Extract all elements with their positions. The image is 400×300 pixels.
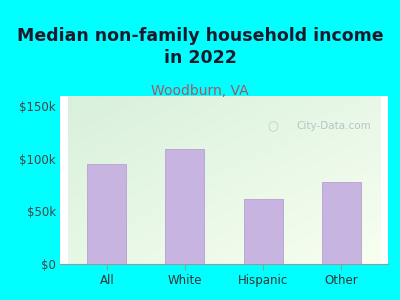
- Text: City-Data.com: City-Data.com: [296, 121, 371, 131]
- Bar: [244, 199, 282, 264]
- Bar: [166, 148, 204, 264]
- Bar: [87, 164, 126, 264]
- Bar: [322, 182, 361, 264]
- Text: Woodburn, VA: Woodburn, VA: [151, 84, 249, 98]
- Text: Median non-family household income
in 2022: Median non-family household income in 20…: [17, 27, 383, 67]
- Text: ○: ○: [268, 120, 279, 133]
